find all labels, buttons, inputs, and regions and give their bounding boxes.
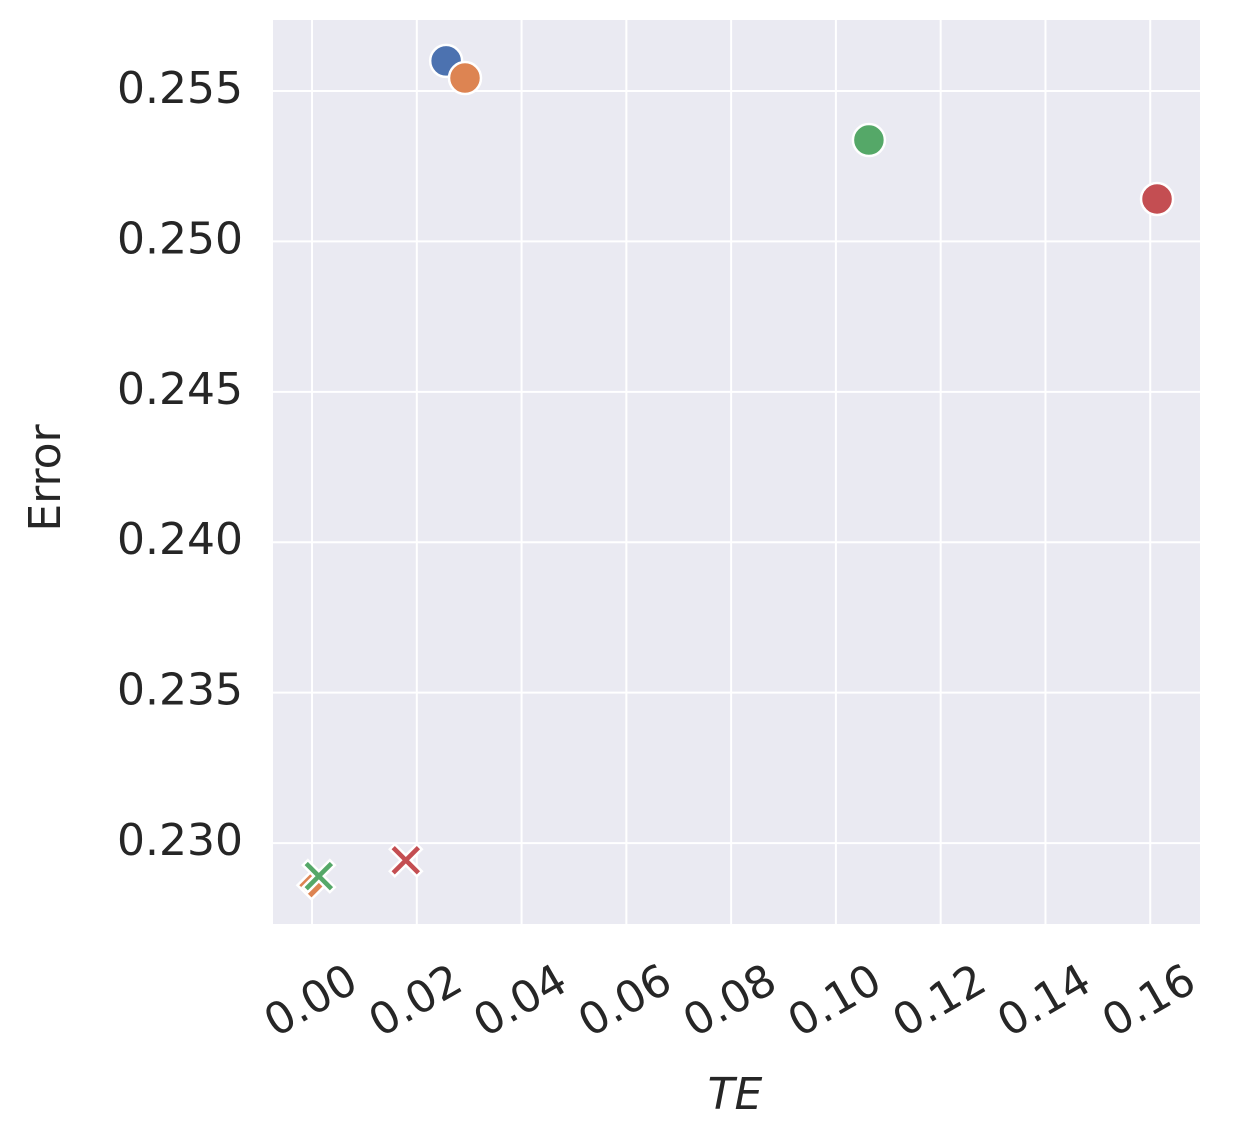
y-axis-label: Error — [20, 423, 71, 531]
x-tick-label: 0.02 — [360, 954, 470, 1047]
y-tick-label: 0.255 — [117, 63, 243, 114]
point — [447, 60, 483, 96]
y-tick-label: 0.250 — [117, 213, 243, 264]
y-tick-label: 0.235 — [117, 665, 243, 716]
point — [851, 122, 887, 158]
x-tick-label: 0.06 — [570, 954, 680, 1047]
y-tick-label: 0.245 — [117, 364, 243, 415]
x-tick-label: 0.14 — [989, 954, 1099, 1047]
x-tick-label: 0.00 — [256, 954, 366, 1047]
point — [1139, 181, 1175, 217]
x-tick-label: 0.16 — [1094, 954, 1204, 1047]
x-tick-label: 0.10 — [779, 954, 889, 1047]
x-tick-label: 0.12 — [884, 954, 994, 1047]
x-tick-label: 0.04 — [465, 954, 575, 1047]
y-tick-label: 0.230 — [117, 815, 243, 866]
x-tick-label: 0.08 — [675, 954, 785, 1047]
y-tick-label: 0.240 — [117, 514, 243, 565]
x-axis-label: TE — [708, 1069, 763, 1120]
point — [388, 842, 424, 878]
plot-area — [273, 20, 1200, 924]
point — [301, 858, 337, 894]
